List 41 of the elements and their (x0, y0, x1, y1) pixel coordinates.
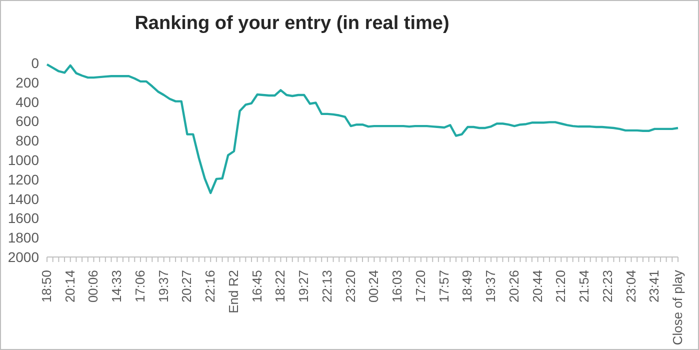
x-tick-label: 20:44 (530, 270, 545, 303)
x-tick-label: 16:45 (249, 270, 264, 303)
x-tick-label: 23:20 (342, 270, 358, 303)
y-tick-label: 600 (16, 113, 40, 130)
chart-title: Ranking of your entry (in real time) (134, 13, 450, 35)
x-tick-label: 22:16 (202, 270, 218, 303)
y-tick-label: 1200 (8, 171, 40, 188)
y-tick-label: 200 (16, 74, 40, 90)
y-tick-label: 2000 (8, 248, 40, 265)
line-series (46, 63, 680, 194)
x-tick-label: 19:37 (483, 270, 498, 303)
y-tick-label: 0 (31, 54, 40, 71)
x-tick-label: 14:33 (109, 270, 124, 303)
y-tick-label: 1400 (8, 190, 40, 207)
y-tick-label: 1800 (8, 230, 40, 246)
x-tick-label: 17:57 (436, 270, 452, 303)
x-tick-label: 19:37 (156, 270, 171, 303)
x-tick-label: 16:03 (390, 270, 405, 303)
x-tick-label: 23:04 (623, 270, 638, 303)
x-tick-label: 21:20 (553, 270, 568, 303)
x-tick-label: End R2 (226, 270, 241, 314)
x-tick-label: 00:06 (86, 270, 101, 303)
x-tick-label: 00:24 (366, 270, 382, 303)
x-tick-label: 20:14 (62, 270, 78, 303)
x-tick-label: 22:13 (319, 270, 334, 303)
y-tick-label: 1000 (8, 152, 40, 168)
y-tick-label: 400 (16, 94, 40, 110)
x-tick-label: 19:27 (296, 270, 312, 303)
x-tick-label: 18:49 (460, 270, 475, 303)
x-tick-label: 18:50 (39, 270, 54, 303)
x-tick-label: 21:54 (576, 270, 592, 303)
y-tick-label: 1600 (8, 210, 40, 226)
x-tick-label: 23:41 (646, 270, 662, 303)
x-tick-label: 18:22 (272, 270, 288, 303)
x-tick-label: 17:06 (132, 270, 148, 303)
y-tick-label: 800 (16, 132, 40, 149)
x-tick-label: Close of play (670, 270, 685, 346)
x-tick-label: 20:26 (506, 270, 522, 303)
x-tick-label: 20:27 (179, 270, 194, 303)
x-tick-label: 22:23 (600, 270, 615, 303)
x-tick-label: 17:20 (412, 270, 428, 303)
